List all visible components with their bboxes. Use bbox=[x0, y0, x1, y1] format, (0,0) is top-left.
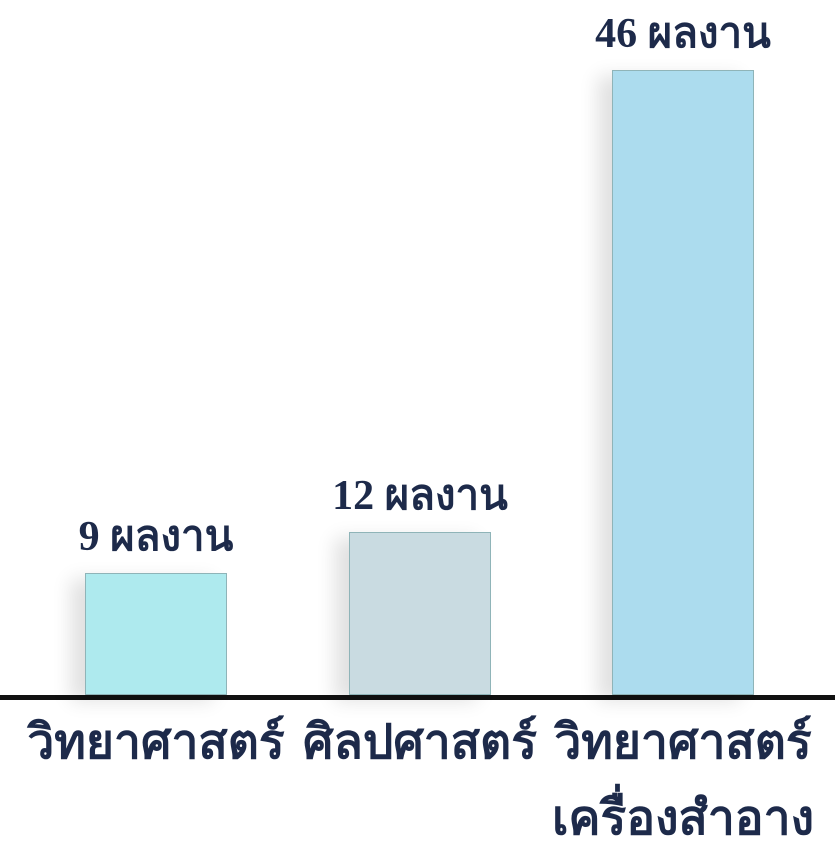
category-label: วิทยาศาสตร์ เครื่องสำอาง bbox=[551, 716, 815, 845]
value-label: 12 ผลงาน bbox=[332, 472, 508, 519]
category-label: วิทยาศาสตร์ bbox=[27, 716, 285, 769]
bar bbox=[349, 531, 491, 695]
value-label: 46 ผลงาน bbox=[595, 11, 771, 57]
value-label: 9 ผลงาน bbox=[78, 513, 234, 560]
bar bbox=[612, 70, 754, 695]
category-label: ศิลปศาสตร์ bbox=[302, 716, 538, 769]
bar bbox=[85, 572, 227, 695]
baseline bbox=[0, 695, 835, 700]
